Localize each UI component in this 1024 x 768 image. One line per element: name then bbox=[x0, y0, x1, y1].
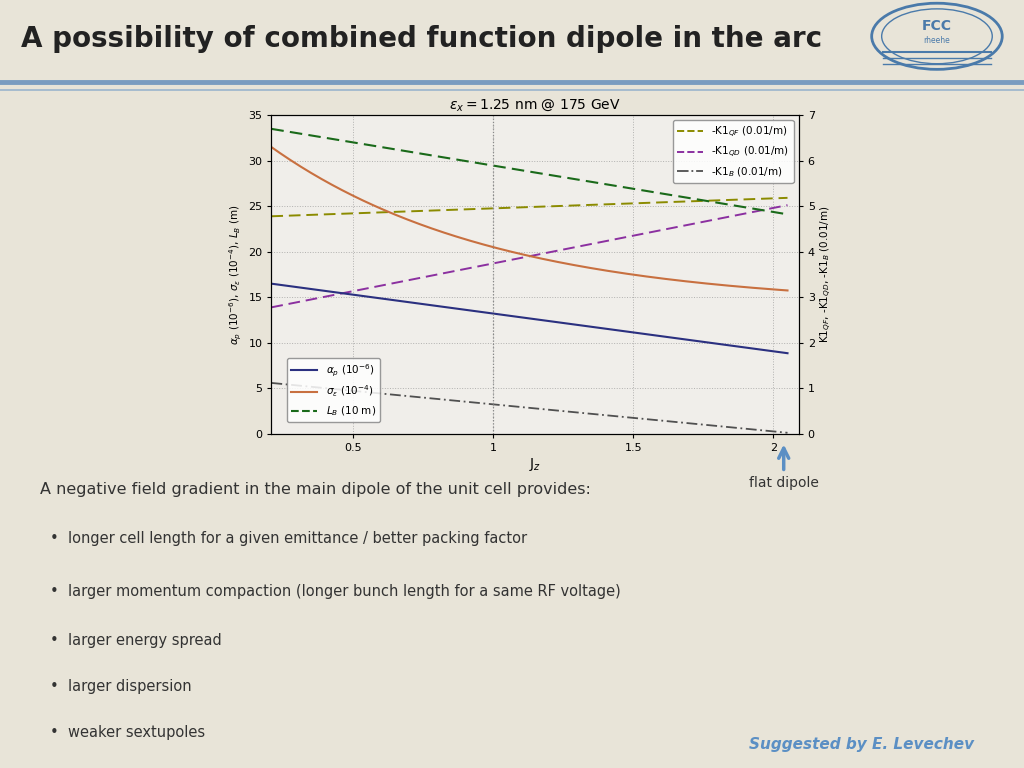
Text: •  weaker sextupoles: • weaker sextupoles bbox=[50, 725, 205, 740]
Text: •  longer cell length for a given emittance / better packing factor: • longer cell length for a given emittan… bbox=[50, 531, 527, 547]
Text: FCC: FCC bbox=[922, 18, 952, 33]
Text: Suggested by E. Levechev: Suggested by E. Levechev bbox=[749, 737, 974, 753]
X-axis label: J$_z$: J$_z$ bbox=[529, 455, 541, 473]
Text: •  larger momentum compaction (longer bunch length for a same RF voltage): • larger momentum compaction (longer bun… bbox=[50, 584, 621, 599]
Y-axis label: $\alpha_p$ (10$^{-6}$), $\sigma_\varepsilon$ (10$^{-4}$), $L_B$ (m): $\alpha_p$ (10$^{-6}$), $\sigma_\varepsi… bbox=[228, 204, 244, 345]
Text: A negative field gradient in the main dipole of the unit cell provides:: A negative field gradient in the main di… bbox=[40, 482, 591, 498]
Text: rheehe: rheehe bbox=[924, 36, 950, 45]
Text: •  larger dispersion: • larger dispersion bbox=[50, 679, 191, 694]
Text: •  larger energy spread: • larger energy spread bbox=[50, 633, 222, 648]
Title: $\varepsilon_x = 1.25$ nm @ 175 GeV: $\varepsilon_x = 1.25$ nm @ 175 GeV bbox=[450, 97, 621, 113]
Legend: $\alpha_p$ (10$^{-6}$), $\sigma_\varepsilon$ (10$^{-4}$), $L_B$ (10 m): $\alpha_p$ (10$^{-6}$), $\sigma_\varepsi… bbox=[287, 359, 380, 422]
Y-axis label: K1$_{QF}$, -K1$_{QD}$, -K1$_B$ (0.01/m): K1$_{QF}$, -K1$_{QD}$, -K1$_B$ (0.01/m) bbox=[819, 206, 835, 343]
Text: A possibility of combined function dipole in the arc: A possibility of combined function dipol… bbox=[22, 25, 822, 53]
Text: flat dipole: flat dipole bbox=[749, 476, 818, 490]
